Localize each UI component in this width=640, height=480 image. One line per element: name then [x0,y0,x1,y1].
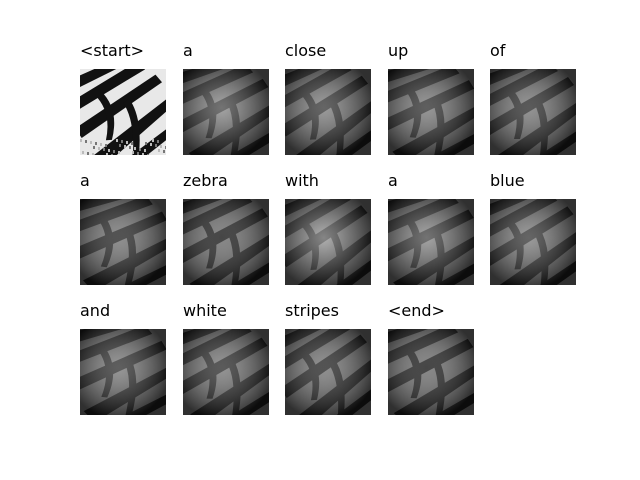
attention-map [490,199,576,285]
token-word: a [80,171,90,191]
token-word: a [183,41,193,61]
token-word: stripes [285,301,339,321]
attention-map [388,329,474,415]
token-word: white [183,301,227,321]
attention-map [388,69,474,155]
attention-map [285,69,371,155]
token-word: close [285,41,326,61]
attention-map [183,69,269,155]
attention-map [183,329,269,415]
attention-map [490,69,576,155]
token-word: with [285,171,319,191]
attention-map [80,329,166,415]
token-word: <end> [388,301,445,321]
attention-map [388,199,474,285]
attention-map [285,199,371,285]
token-word: of [490,41,505,61]
token-word: a [388,171,398,191]
original-image [80,69,166,155]
token-word: <start> [80,41,144,61]
token-word: blue [490,171,525,191]
attention-map [285,329,371,415]
token-word: zebra [183,171,228,191]
token-word: up [388,41,408,61]
attention-map [80,199,166,285]
attention-map [183,199,269,285]
token-word: and [80,301,110,321]
